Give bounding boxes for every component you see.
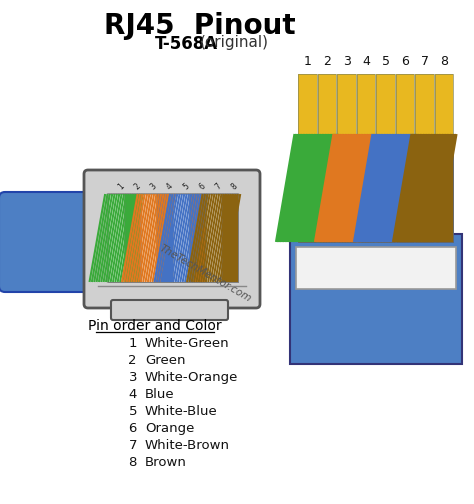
- Text: 7: 7: [421, 55, 429, 68]
- Bar: [337, 74, 356, 134]
- Text: 7: 7: [128, 439, 137, 452]
- Bar: [157, 194, 173, 282]
- Text: 1: 1: [304, 55, 312, 68]
- Bar: [141, 194, 156, 282]
- Bar: [376, 74, 395, 134]
- Bar: [318, 74, 337, 134]
- Bar: [357, 74, 375, 134]
- Bar: [337, 134, 356, 242]
- Bar: [376, 74, 395, 134]
- Bar: [396, 74, 414, 134]
- Bar: [222, 194, 237, 282]
- Bar: [318, 74, 337, 134]
- Text: 2: 2: [128, 354, 137, 367]
- Text: T-568A: T-568A: [155, 35, 218, 53]
- Text: 4: 4: [128, 388, 137, 401]
- Bar: [318, 134, 337, 242]
- Bar: [416, 134, 434, 242]
- Text: White-Brown: White-Brown: [145, 439, 230, 452]
- Bar: [125, 194, 140, 282]
- Text: 5: 5: [382, 55, 390, 68]
- Text: 3: 3: [343, 55, 351, 68]
- Text: 1: 1: [128, 337, 137, 350]
- Text: Pin order and Color: Pin order and Color: [88, 319, 222, 333]
- Bar: [376, 134, 395, 242]
- Bar: [108, 194, 124, 282]
- Bar: [318, 134, 337, 242]
- Text: 4: 4: [362, 55, 370, 68]
- Text: 5: 5: [128, 405, 137, 418]
- Text: Brown: Brown: [145, 456, 187, 469]
- Bar: [108, 194, 124, 282]
- FancyBboxPatch shape: [111, 300, 228, 320]
- Bar: [190, 194, 205, 282]
- Text: 6: 6: [401, 55, 409, 68]
- FancyBboxPatch shape: [0, 192, 116, 292]
- Bar: [376, 134, 395, 242]
- Bar: [416, 134, 434, 242]
- Bar: [299, 74, 317, 134]
- Bar: [435, 74, 454, 134]
- Text: 2: 2: [132, 181, 142, 191]
- Text: Orange: Orange: [145, 422, 194, 435]
- Bar: [190, 194, 205, 282]
- Text: 8: 8: [128, 456, 137, 469]
- Text: TheTechMentor.com: TheTechMentor.com: [157, 243, 253, 304]
- Bar: [435, 74, 454, 134]
- Text: 8: 8: [230, 181, 239, 191]
- Bar: [173, 194, 189, 282]
- Text: 8: 8: [440, 55, 448, 68]
- Text: White-Green: White-Green: [145, 337, 229, 350]
- Text: Green: Green: [145, 354, 185, 367]
- Text: Blue: Blue: [145, 388, 174, 401]
- Text: White-Blue: White-Blue: [145, 405, 218, 418]
- Bar: [337, 134, 356, 242]
- Text: 7: 7: [214, 181, 223, 191]
- Text: 4: 4: [165, 181, 175, 191]
- Bar: [206, 194, 221, 282]
- Bar: [396, 134, 414, 242]
- Bar: [337, 74, 356, 134]
- Text: RJ45  Pinout: RJ45 Pinout: [104, 12, 296, 40]
- Bar: [357, 74, 375, 134]
- Text: 3: 3: [128, 371, 137, 384]
- Bar: [357, 134, 375, 242]
- Bar: [416, 74, 434, 134]
- Bar: [157, 194, 173, 282]
- Bar: [290, 234, 462, 364]
- Bar: [299, 134, 317, 242]
- Bar: [435, 134, 454, 242]
- Bar: [357, 134, 375, 242]
- Bar: [435, 134, 454, 242]
- Text: 5: 5: [181, 181, 191, 191]
- Bar: [125, 194, 140, 282]
- Bar: [299, 134, 317, 242]
- Text: 6: 6: [197, 181, 207, 191]
- Bar: [222, 194, 237, 282]
- Bar: [396, 134, 414, 242]
- Bar: [396, 74, 414, 134]
- Bar: [296, 247, 456, 289]
- FancyBboxPatch shape: [84, 170, 260, 308]
- Text: 2: 2: [323, 55, 331, 68]
- Bar: [141, 194, 156, 282]
- Text: (original): (original): [200, 35, 269, 50]
- Bar: [416, 74, 434, 134]
- Bar: [206, 194, 221, 282]
- Text: 1: 1: [116, 181, 126, 191]
- Bar: [173, 194, 189, 282]
- Text: 6: 6: [128, 422, 137, 435]
- Bar: [108, 194, 238, 282]
- Text: 3: 3: [149, 181, 158, 191]
- Text: White-Orange: White-Orange: [145, 371, 238, 384]
- Bar: [299, 74, 317, 134]
